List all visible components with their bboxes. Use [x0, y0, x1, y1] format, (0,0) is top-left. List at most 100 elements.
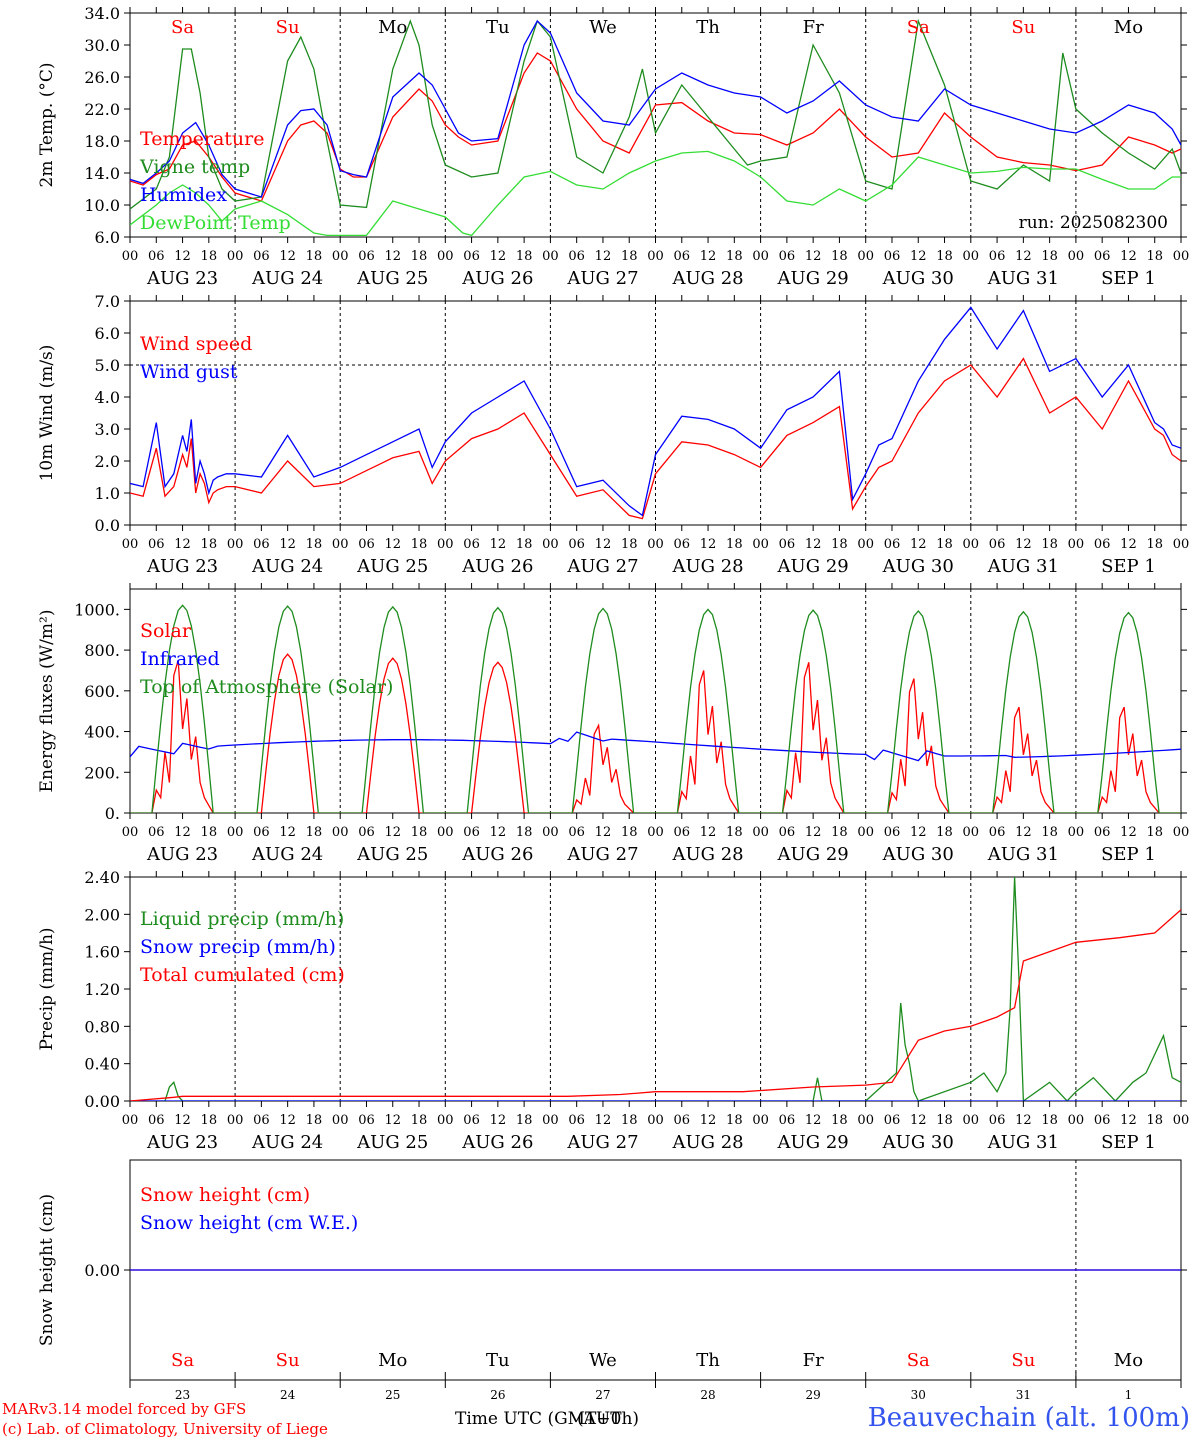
day-label: AUG 28	[671, 844, 743, 865]
hour-tick-label: 06	[1094, 1113, 1111, 1128]
hour-tick-label: 06	[779, 825, 796, 840]
hour-tick-label: 06	[1094, 537, 1111, 552]
hour-tick-label: 06	[463, 537, 480, 552]
series-line-infrared	[130, 731, 1181, 762]
day-label: AUG 27	[566, 844, 638, 865]
hour-tick-label: 06	[674, 249, 691, 264]
y-axis-label: Snow height (cm)	[37, 1194, 57, 1346]
day-label: SEP 1	[1101, 844, 1156, 865]
hour-tick-label: 06	[989, 537, 1006, 552]
hour-tick-label: 12	[174, 537, 191, 552]
hour-tick-label: 00	[963, 1113, 980, 1128]
weekday-label: Fr	[803, 1350, 824, 1371]
hour-tick-label: 18	[936, 249, 953, 264]
hour-tick-label: 12	[490, 249, 507, 264]
hour-tick-label: 12	[700, 249, 717, 264]
hour-tick-label: 06	[568, 537, 585, 552]
hour-tick-label: 00	[857, 825, 874, 840]
legend-entry: Top of Atmosphere (Solar)	[140, 676, 393, 698]
hour-tick-label: 12	[910, 825, 927, 840]
y-tick-label: 1.0	[95, 484, 120, 503]
series-line-dewpoint-temp	[130, 150, 1181, 237]
hour-tick-label: 12	[174, 249, 191, 264]
hour-tick-label: 00	[963, 825, 980, 840]
hour-tick-label: 12	[279, 249, 296, 264]
day-label: AUG 29	[777, 1132, 849, 1153]
hour-tick-label: 18	[516, 1113, 533, 1128]
hour-tick-label: 12	[805, 249, 822, 264]
y-tick-label: 600.	[84, 682, 120, 701]
hour-tick-label: 00	[332, 537, 349, 552]
hour-tick-label: 12	[384, 825, 401, 840]
station-name: Beauvechain (alt. 100m)	[868, 1403, 1190, 1433]
hour-tick-label: 06	[148, 537, 165, 552]
series-line-liquid-precip-mm-h-	[130, 877, 1181, 1101]
hour-tick-label: 12	[490, 537, 507, 552]
series-group	[130, 306, 1181, 520]
hour-tick-label: 12	[384, 1113, 401, 1128]
hour-tick-label: 18	[831, 537, 848, 552]
legend-entry: Wind speed	[140, 333, 252, 355]
legend-entry: Infrared	[140, 648, 220, 670]
day-label: AUG 28	[671, 1132, 743, 1153]
hour-tick-label: 12	[1015, 825, 1032, 840]
x-axis-title-overlap: (AUT	[577, 1409, 622, 1429]
credit-line-2: (c) Lab. of Climatology, University of L…	[2, 1420, 328, 1438]
legend-entry: Humidex	[140, 184, 227, 206]
hour-tick-label: 18	[516, 249, 533, 264]
hour-tick-label: 12	[174, 1113, 191, 1128]
y-axis-label: Precip (mm/h)	[37, 927, 57, 1050]
day-label: SEP 1	[1101, 1132, 1156, 1153]
hour-tick-label: 12	[910, 1113, 927, 1128]
hour-tick-label: 06	[148, 249, 165, 264]
weekday-label: We	[589, 1350, 617, 1371]
hour-tick-label: 00	[752, 825, 769, 840]
hour-tick-label: 06	[463, 1113, 480, 1128]
day-label: AUG 30	[882, 268, 954, 289]
hour-tick-label: 06	[358, 537, 375, 552]
hour-tick-label: 18	[1146, 249, 1163, 264]
series-group	[130, 877, 1181, 1101]
hour-tick-label: 18	[201, 537, 218, 552]
hour-tick-label: 18	[621, 249, 638, 264]
hour-tick-label: 18	[1146, 825, 1163, 840]
hour-tick-label: 18	[201, 1113, 218, 1128]
weekday-label: Mo	[378, 1350, 407, 1371]
hour-tick-label: 00	[542, 537, 559, 552]
hour-tick-label: 18	[516, 825, 533, 840]
y-tick-label: 0.00	[84, 1092, 120, 1111]
weekday-label: Mo	[1114, 17, 1143, 38]
hour-tick-label: 06	[989, 249, 1006, 264]
y-tick-label: 6.0	[95, 324, 120, 343]
hour-tick-label: 06	[568, 249, 585, 264]
hour-tick-label: 18	[411, 537, 428, 552]
day-label: AUG 27	[566, 268, 638, 289]
hour-tick-label: 06	[253, 825, 270, 840]
y-tick-label: 0.80	[84, 1017, 120, 1036]
hour-tick-label: 06	[253, 537, 270, 552]
y-tick-label: 400.	[84, 723, 120, 742]
hour-tick-label: 00	[1068, 825, 1085, 840]
hour-tick-label: 06	[253, 1113, 270, 1128]
y-tick-label: 200.	[84, 763, 120, 782]
day-label: AUG 29	[777, 556, 849, 577]
hour-tick-label: 18	[1041, 249, 1058, 264]
hour-tick-label: 06	[568, 1113, 585, 1128]
hour-tick-label: 06	[148, 1113, 165, 1128]
y-tick-label: 14.0	[84, 164, 120, 183]
hour-tick-label: 18	[621, 1113, 638, 1128]
series-line-total-cumulated-cm-	[130, 909, 1181, 1101]
hour-tick-label: 00	[963, 537, 980, 552]
hour-tick-label: 12	[490, 825, 507, 840]
weekday-label: Tu	[486, 17, 510, 38]
hour-tick-label: 12	[384, 537, 401, 552]
hour-tick-label: 00	[437, 1113, 454, 1128]
day-label: AUG 30	[882, 844, 954, 865]
weekday-label: Th	[696, 1350, 720, 1371]
hour-tick-label: 12	[490, 1113, 507, 1128]
hour-tick-label: 18	[306, 825, 323, 840]
day-label: AUG 24	[251, 1132, 323, 1153]
hour-tick-label: 06	[463, 825, 480, 840]
hour-tick-label: 00	[857, 537, 874, 552]
y-tick-label: 22.0	[84, 100, 120, 119]
